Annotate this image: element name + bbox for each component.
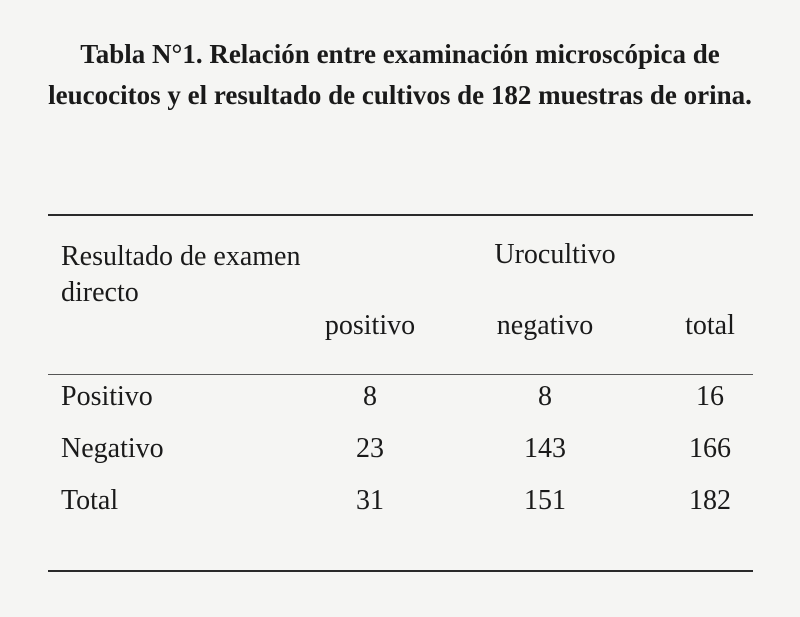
cell-negativo-negativo: 143 (524, 433, 566, 464)
table-header-rule (48, 374, 753, 375)
cell-positivo-negativo: 8 (538, 381, 552, 412)
column-header-positivo: positivo (324, 310, 416, 341)
cell-total-positivo: 31 (356, 485, 384, 516)
row-label-positivo: Positivo (61, 381, 153, 412)
row-label-total: Total (61, 485, 119, 516)
cell-negativo-positivo: 23 (356, 433, 384, 464)
table-bottom-rule (48, 570, 753, 572)
column-header-negativo: negativo (496, 310, 594, 341)
cell-positivo-total: 16 (696, 381, 724, 412)
cell-positivo-positivo: 8 (363, 381, 377, 412)
row-header-label: Resultado de examen directo (61, 241, 301, 308)
row-label-negativo: Negativo (61, 433, 164, 464)
cell-total-total: 182 (689, 485, 731, 516)
table-title: Tabla N°1. Relación entre examinación mi… (48, 39, 752, 110)
table-top-rule (48, 214, 753, 216)
cell-negativo-total: 166 (689, 433, 731, 464)
column-header-total: total (685, 310, 735, 341)
group-header-urocultivo: Urocultivo (494, 239, 616, 270)
cell-total-negativo: 151 (524, 485, 566, 516)
